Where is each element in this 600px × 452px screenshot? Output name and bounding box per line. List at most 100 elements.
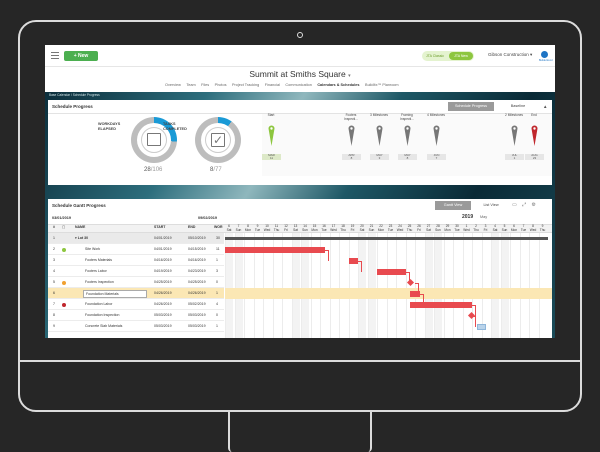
- task-bar[interactable]: [476, 323, 487, 330]
- gantt-day: 6 Mon: [510, 224, 518, 232]
- grid-line: [301, 233, 302, 338]
- table-row[interactable]: 4 04/19/2019 04/23/2019 3 Footers Labor: [48, 266, 224, 277]
- weekend-shade: [358, 233, 366, 338]
- task-name[interactable]: Foundation Inspection: [85, 313, 120, 317]
- milestone-pin-icon[interactable]: [268, 125, 275, 146]
- table-row[interactable]: 8 05/03/2019 05/03/2019 0 Foundation Inspect…: [48, 310, 224, 321]
- milestone-date: JUL 1: [505, 154, 524, 160]
- table-cell: 04/16/2019: [188, 258, 206, 262]
- selected-row-band: [225, 288, 552, 299]
- hamburger-menu-icon[interactable]: [51, 52, 59, 59]
- gantt-view-button[interactable]: Gantt View: [435, 201, 471, 210]
- top-bar: + New JTA Classic JTA New Gibson Constru…: [45, 45, 555, 67]
- gantt-day: 13 Sat: [293, 224, 298, 232]
- task-bar[interactable]: [348, 257, 358, 264]
- new-button[interactable]: + New: [64, 51, 98, 61]
- table-cell: 2: [53, 247, 55, 251]
- col-start[interactable]: START: [154, 225, 166, 229]
- tab-project-tracking[interactable]: Project Tracking: [231, 83, 260, 87]
- task-name[interactable]: Site Work: [85, 247, 101, 251]
- grid-line: [244, 233, 245, 338]
- gantt-day: 7 Sun: [235, 224, 242, 232]
- col-name[interactable]: NAME: [75, 225, 86, 229]
- task-name[interactable]: ▾ Lot 30: [75, 236, 89, 240]
- task-bar[interactable]: [410, 301, 472, 308]
- table-row[interactable]: 7 04/26/2019 05/02/2019 4 Foundation Labor: [48, 299, 224, 310]
- milestone-date: AUG 23: [525, 154, 544, 160]
- schedule-progress-button[interactable]: Schedule Progress: [448, 102, 494, 111]
- col-checkbox-icon[interactable]: ▢: [62, 225, 66, 229]
- dependency-line: [475, 315, 476, 327]
- table-cell: 30: [216, 236, 220, 240]
- jta-toggle[interactable]: JTA Classic JTA New: [422, 51, 474, 61]
- grid-line: [329, 233, 331, 338]
- milestone-pin-icon[interactable]: [531, 125, 538, 146]
- table-row[interactable]: 3 04/16/2019 04/16/2019 1 Footers Materials: [48, 255, 224, 266]
- milestone-label: 3 Milestones: [370, 113, 388, 117]
- gantt-end-date: 09/02/2019: [198, 216, 218, 220]
- tab-team[interactable]: Team: [186, 83, 196, 87]
- task-name[interactable]: Footers Labor: [85, 269, 107, 273]
- workdays-donut: [131, 117, 177, 163]
- table-cell: 1: [216, 291, 218, 295]
- milestone-date: MAY 3: [370, 154, 389, 160]
- tasks-label: TASKS COMPLETED: [163, 122, 187, 131]
- milestone-pin-icon[interactable]: [404, 125, 411, 146]
- project-caret-icon[interactable]: ▾: [348, 73, 351, 79]
- list-view-button[interactable]: List View: [483, 203, 499, 207]
- milestone-pin-icon[interactable]: [433, 125, 440, 146]
- milestone-pin-icon[interactable]: [511, 125, 518, 146]
- table-row[interactable]: 9 05/03/2019 05/03/2019 1 Concrete Slab Mate…: [48, 321, 224, 332]
- weekend-shade: [367, 233, 376, 338]
- company-selector[interactable]: Gibson Construction ▾: [488, 52, 533, 57]
- project-title[interactable]: Summit at Smiths Square ▾: [249, 69, 351, 79]
- tab-communication[interactable]: Communication: [285, 83, 312, 87]
- grid-line: [538, 233, 540, 338]
- tab-files[interactable]: Files: [201, 83, 210, 87]
- summary-bar[interactable]: [225, 237, 548, 240]
- table-row[interactable]: 5 04/25/2019 04/25/2019 0 Footers Inspection: [48, 277, 224, 288]
- tab-calendars-schedules[interactable]: Calendars & Schedules: [317, 83, 360, 87]
- grid-line: [529, 233, 530, 338]
- jta-new-label[interactable]: JTA New: [449, 52, 473, 60]
- task-name[interactable]: Footers Materials: [85, 258, 113, 262]
- checkbox-icon: ✓: [211, 133, 225, 147]
- gantt-day: 17 Wed: [330, 224, 337, 232]
- tab-builditx-planroom[interactable]: BuildItx™ Planroom: [365, 83, 399, 87]
- tab-photos[interactable]: Photos: [214, 83, 227, 87]
- task-name[interactable]: Footers Inspection: [85, 280, 114, 284]
- gantt-day: 18 Thu: [340, 224, 346, 232]
- table-row[interactable]: 1 04/01/2019 05/10/2019 30 ▾ Lot 30: [48, 233, 224, 244]
- status-dot-icon: [62, 302, 66, 307]
- task-bar[interactable]: [225, 246, 325, 253]
- col-work[interactable]: WOR: [214, 225, 223, 229]
- gantt-toolbar-icons[interactable]: ▭ ⤢ ⚙: [512, 202, 538, 208]
- milestone-pin-icon[interactable]: [348, 125, 355, 146]
- task-name[interactable]: Foundation Materials: [83, 289, 147, 298]
- grid-line: [282, 233, 283, 338]
- grid-line: [434, 233, 435, 338]
- table-cell: 05/03/2019: [188, 324, 206, 328]
- grid-line: [225, 233, 226, 338]
- table-row[interactable]: 6 04/26/2019 04/26/2019 1 Foundation Materia…: [48, 288, 224, 299]
- collapse-icon[interactable]: ▲: [543, 104, 548, 109]
- schedule-progress-panel: Schedule Progress Schedule Progress Base…: [48, 100, 552, 185]
- task-bar[interactable]: [377, 268, 406, 275]
- col-end[interactable]: END: [188, 225, 196, 229]
- milestone-label: Framing Inspecti...: [400, 113, 414, 121]
- milestone-label: End: [531, 113, 537, 117]
- gantt-day: 19 Fri: [350, 224, 355, 232]
- tab-overview[interactable]: Overview: [165, 83, 181, 87]
- dependency-line: [405, 271, 409, 273]
- gantt-day: 10 Wed: [263, 224, 271, 232]
- task-bar[interactable]: [410, 290, 420, 297]
- grid-line: [472, 233, 473, 338]
- tab-financial[interactable]: Financial: [264, 83, 280, 87]
- baseline-button[interactable]: Baseline: [510, 104, 526, 108]
- table-cell: 04/15/2019: [188, 247, 206, 251]
- table-row[interactable]: 2 04/01/2019 04/15/2019 11 Site Work: [48, 244, 224, 255]
- task-name[interactable]: Foundation Labor: [85, 302, 113, 306]
- task-name[interactable]: Concrete Slab Materials: [85, 324, 123, 328]
- milestone-pin-icon[interactable]: [376, 125, 383, 146]
- jta-classic-label[interactable]: JTA Classic: [426, 54, 445, 58]
